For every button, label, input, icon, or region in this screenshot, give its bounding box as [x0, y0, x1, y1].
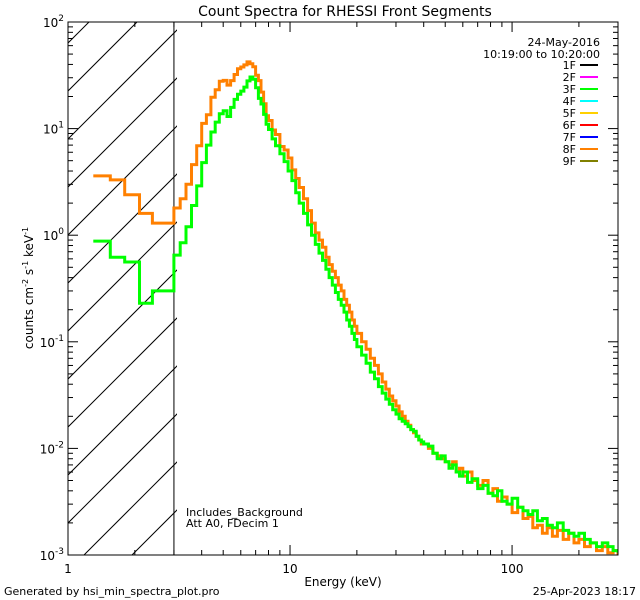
- x-tick-label: 1: [64, 562, 72, 576]
- series-3F: [93, 75, 618, 553]
- hatch-line: [68, 22, 138, 92]
- hatch-line: [68, 221, 177, 332]
- chart-title: Count Spectra for RHESSI Front Segments: [198, 4, 492, 20]
- x-axis-label: Energy (keV): [304, 575, 381, 589]
- legend-label: 4F: [563, 95, 576, 108]
- legend-label: 1F: [563, 59, 576, 72]
- hatch-line: [68, 365, 177, 476]
- hatch-line: [68, 173, 177, 284]
- legend-label: 8F: [563, 143, 576, 156]
- x-tick-label: 10: [282, 562, 297, 576]
- annotation-attenuator: Att A0, FDecim 1: [186, 517, 279, 530]
- plot-frame: [67, 21, 619, 556]
- footer-timestamp: 25-Apr-2023 18:17: [533, 585, 636, 598]
- y-axis-label: counts cm-2 s-1 keV-1: [21, 227, 36, 349]
- y-tick-label: 100: [43, 227, 64, 243]
- legend-label: 5F: [563, 107, 576, 120]
- time-range-label: 10:19:00 to 10:20:00: [483, 48, 600, 61]
- hatch-line: [68, 413, 177, 524]
- y-tick-label: 10-1: [40, 334, 64, 350]
- legend-label: 9F: [563, 155, 576, 168]
- legend-label: 2F: [563, 71, 576, 84]
- hatch-line: [68, 269, 177, 380]
- y-tick-label: 10-3: [40, 547, 64, 563]
- hatch-line: [68, 77, 177, 188]
- y-tick-label: 10-2: [40, 440, 64, 456]
- date-label: 24-May-2016: [528, 36, 600, 49]
- y-tick-label: 101: [43, 121, 64, 137]
- annotation-background: Includes_Background: [186, 506, 303, 519]
- series-8F: [93, 60, 618, 555]
- hatch-line: [68, 29, 177, 140]
- axis-ticks: 1 10 100 10-3 10-2 10-1 100 101 102: [40, 14, 619, 576]
- legend-label: 7F: [563, 131, 576, 144]
- hatched-region: [68, 22, 177, 555]
- x-tick-label: 100: [501, 562, 524, 576]
- footer-generated-by: Generated by hsi_min_spectra_plot.pro: [4, 585, 220, 598]
- y-tick-label: 102: [43, 14, 64, 30]
- legend-label: 6F: [563, 119, 576, 132]
- series-layer: [93, 60, 618, 555]
- legend-label: 3F: [563, 83, 576, 96]
